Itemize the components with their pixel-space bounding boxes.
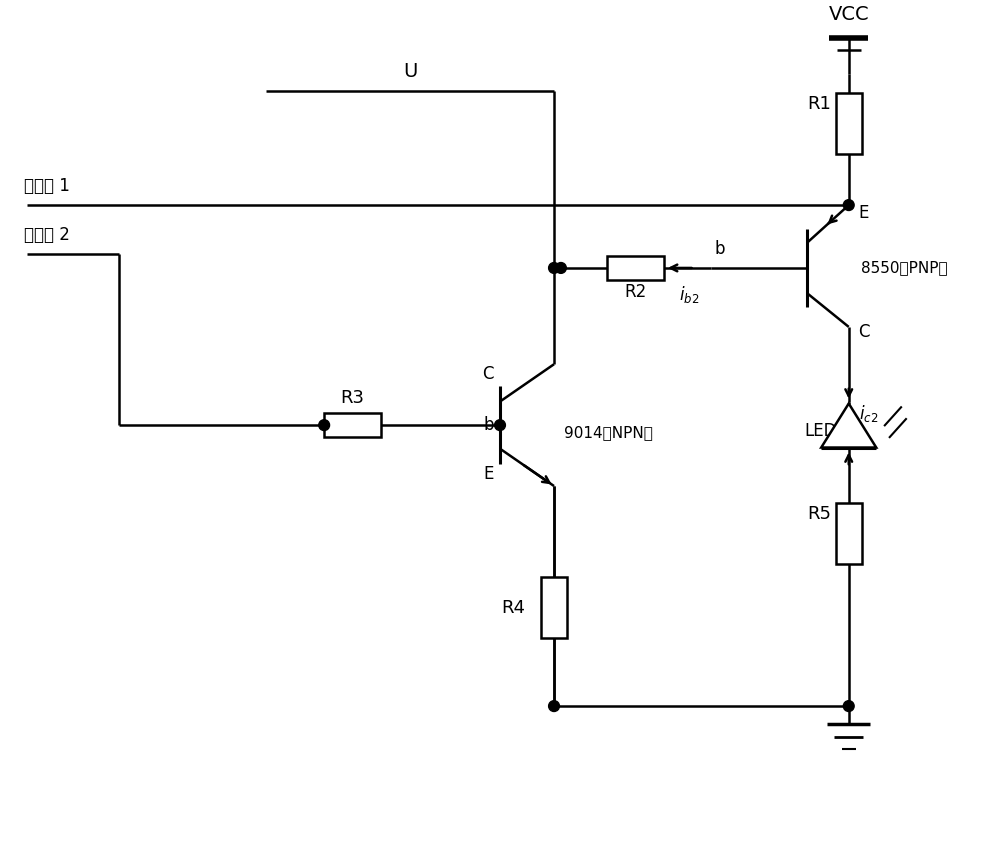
Text: 9014（NPN）: 9014（NPN） (564, 425, 653, 440)
Text: $i_{b2}$: $i_{b2}$ (679, 284, 700, 305)
Text: U: U (403, 62, 417, 82)
Text: E: E (859, 204, 869, 222)
Polygon shape (821, 404, 876, 448)
Circle shape (549, 700, 559, 712)
Text: $i_{c2}$: $i_{c2}$ (859, 403, 878, 424)
Text: R3: R3 (341, 390, 365, 407)
Bar (607, 256, 664, 279)
Text: R5: R5 (807, 504, 831, 523)
Circle shape (843, 200, 854, 210)
Text: LED: LED (804, 422, 837, 440)
Text: VCC: VCC (828, 5, 869, 24)
Text: C: C (859, 323, 870, 341)
Text: R1: R1 (807, 95, 831, 113)
Text: 检测线 1: 检测线 1 (24, 177, 69, 195)
Circle shape (843, 700, 854, 712)
Text: b: b (484, 416, 494, 434)
Circle shape (549, 262, 559, 273)
Circle shape (556, 262, 566, 273)
Text: C: C (483, 365, 494, 383)
Text: 检测线 2: 检测线 2 (24, 227, 69, 245)
Bar (836, 93, 862, 154)
Text: R4: R4 (501, 599, 525, 617)
Text: E: E (484, 465, 494, 483)
Text: b: b (714, 240, 725, 258)
Circle shape (319, 420, 330, 431)
Bar (324, 413, 381, 437)
Circle shape (495, 420, 505, 431)
Text: R2: R2 (624, 283, 647, 300)
Bar (836, 503, 862, 563)
Text: 8550（PNP）: 8550（PNP） (861, 260, 947, 275)
Bar (541, 577, 567, 638)
